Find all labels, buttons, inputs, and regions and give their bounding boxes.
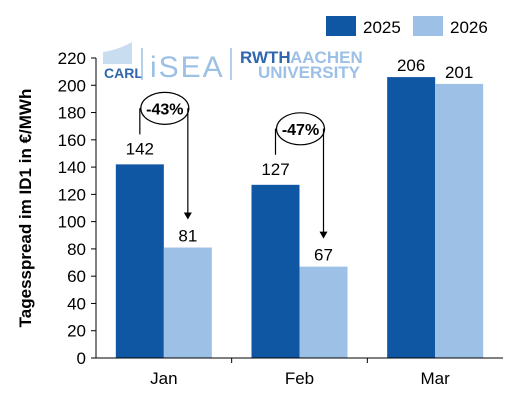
- x-tick-label: Jan: [150, 369, 177, 388]
- x-tick-label: Feb: [285, 369, 314, 388]
- data-label-2025-Mar: 206: [397, 56, 425, 75]
- annotation-arrowhead: [183, 212, 192, 220]
- legend-swatch-2025: [326, 16, 356, 36]
- y-tick-label: 80: [67, 240, 86, 259]
- y-tick-label: 60: [67, 267, 86, 286]
- x-tick-label: Mar: [421, 369, 451, 388]
- bar-2026-Jan: [163, 247, 212, 358]
- y-tick-label: 160: [58, 131, 86, 150]
- aachen-logo-text: AACHEN: [290, 48, 363, 67]
- annotation-label: -43%: [146, 101, 183, 118]
- y-axis-ticks: 0 20 40 60 80 100 120 140 160 180 200 220: [58, 49, 96, 368]
- y-tick-label: 100: [58, 213, 86, 232]
- bar-2025-Feb: [251, 184, 300, 358]
- isea-logo-text: iSEA: [150, 51, 225, 84]
- y-tick-label: 180: [58, 104, 86, 123]
- rwth-logo-text: RWTH: [240, 48, 291, 67]
- annotation-arrowhead: [319, 231, 328, 239]
- y-tick-label: 20: [67, 322, 86, 341]
- data-label-2025-Feb: 127: [261, 160, 289, 179]
- y-tick-label: 140: [58, 158, 86, 177]
- data-label-2026-Jan: 81: [178, 227, 197, 246]
- bar-2025-Jan: [115, 164, 164, 358]
- axes: Jan Feb Mar: [95, 58, 503, 388]
- university-logo-text: UNIVERSITY: [258, 63, 361, 82]
- bar-2026-Mar: [435, 83, 484, 358]
- logo-strip: CARL iSEA RWTH AACHEN UNIVERSITY: [103, 42, 363, 84]
- bar-2025-Mar: [387, 77, 436, 358]
- y-tick-label: 40: [67, 294, 86, 313]
- bar-2026-Feb: [299, 266, 348, 358]
- annotation-label: -47%: [282, 122, 319, 139]
- data-label-2026-Feb: 67: [314, 246, 333, 265]
- bars: 142 81 127 67 206 201: [115, 56, 484, 358]
- y-tick-label: 220: [58, 49, 86, 68]
- change-annotation-Jan: -43%: [139, 91, 192, 220]
- y-axis-title: Tagesspread im ID1 in €/MWh: [16, 89, 35, 328]
- data-label-2025-Jan: 142: [126, 139, 154, 158]
- y-tick-label: 200: [58, 76, 86, 95]
- carl-logo-text: CARL: [104, 65, 143, 81]
- legend-swatch-2026: [413, 16, 443, 36]
- legend-label-2025: 2025: [363, 18, 401, 37]
- carl-logo-mark: [103, 42, 132, 64]
- y-tick-label: 120: [58, 185, 86, 204]
- legend-label-2026: 2026: [450, 18, 488, 37]
- data-label-2026-Mar: 201: [445, 63, 473, 82]
- annotations: -43% -47%: [139, 91, 328, 239]
- y-tick-label: 0: [77, 349, 86, 368]
- legend: 2025 2026: [326, 16, 488, 37]
- change-annotation-Feb: -47%: [274, 112, 328, 239]
